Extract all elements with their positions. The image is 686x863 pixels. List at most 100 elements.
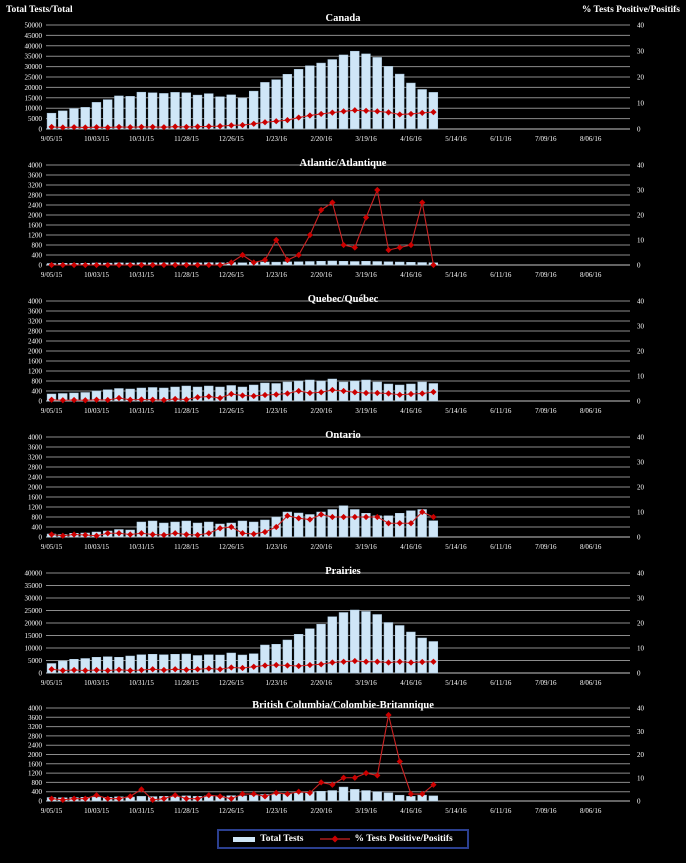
svg-text:3/19/16: 3/19/16 [355,543,377,551]
svg-text:1200: 1200 [28,504,43,512]
svg-text:1/23/16: 1/23/16 [266,407,288,415]
svg-text:3200: 3200 [28,723,43,731]
svg-text:8/06/16: 8/06/16 [580,807,602,815]
svg-text:1/23/16: 1/23/16 [266,271,288,279]
svg-text:4000: 4000 [28,298,43,306]
svg-text:7/09/16: 7/09/16 [535,271,557,279]
svg-text:5000: 5000 [28,115,43,123]
svg-text:0: 0 [39,126,43,134]
svg-text:0: 0 [39,398,43,406]
svg-text:45000: 45000 [25,32,43,40]
svg-text:30: 30 [637,323,645,331]
svg-text:10: 10 [637,237,645,245]
svg-text:1/23/16: 1/23/16 [266,135,288,143]
svg-text:0: 0 [39,534,43,542]
svg-text:35000: 35000 [25,53,43,61]
svg-text:1/23/16: 1/23/16 [266,543,288,551]
svg-text:1/23/16: 1/23/16 [266,679,288,687]
svg-text:10: 10 [637,509,645,517]
svg-text:5/14/16: 5/14/16 [445,543,467,551]
svg-text:3200: 3200 [28,318,43,326]
svg-text:10/31/15: 10/31/15 [129,807,154,815]
panel-atlantic: Atlantic/Atlantique 0 400 800 1200 1600 2000 2… [0,155,686,291]
svg-text:10: 10 [637,100,645,108]
panel-canada: Total Tests/Total % Tests Positive/Posit… [0,5,686,155]
svg-text:8/06/16: 8/06/16 [580,407,602,415]
svg-text:3/19/16: 3/19/16 [355,135,377,143]
svg-text:800: 800 [32,242,43,250]
svg-text:10/31/15: 10/31/15 [129,135,154,143]
svg-text:2800: 2800 [28,328,43,336]
svg-text:9/05/15: 9/05/15 [41,807,63,815]
svg-text:15000: 15000 [25,94,43,102]
svg-text:40000: 40000 [25,42,43,50]
svg-text:3/19/16: 3/19/16 [355,271,377,279]
svg-text:7/09/16: 7/09/16 [535,407,557,415]
svg-text:10/03/15: 10/03/15 [84,807,109,815]
svg-text:0: 0 [39,798,43,806]
svg-text:3600: 3600 [28,308,43,316]
svg-text:4/16/16: 4/16/16 [400,543,422,551]
svg-text:20: 20 [637,751,645,759]
svg-text:40: 40 [637,705,645,713]
prairies-chart: 0 5000 10000 15000 20000 25000 30000 35000 40000… [25,570,645,688]
svg-text:12/26/15: 12/26/15 [219,135,244,143]
svg-text:4/16/16: 4/16/16 [400,407,422,415]
svg-text:6/11/16: 6/11/16 [490,679,512,687]
svg-text:2400: 2400 [28,338,43,346]
svg-text:10/31/15: 10/31/15 [129,679,154,687]
svg-text:25000: 25000 [25,74,43,82]
svg-text:11/28/15: 11/28/15 [174,407,199,415]
svg-text:2000: 2000 [28,348,43,356]
svg-text:400: 400 [32,388,43,396]
svg-text:800: 800 [32,514,43,522]
svg-text:20: 20 [637,212,645,220]
svg-text:5/14/16: 5/14/16 [445,679,467,687]
svg-text:2/20/16: 2/20/16 [310,679,332,687]
svg-text:0: 0 [637,398,641,406]
legend: Total Tests % Tests Positive/Positifs [0,829,686,849]
svg-text:5/14/16: 5/14/16 [445,807,467,815]
svg-text:400: 400 [32,788,43,796]
svg-text:1200: 1200 [28,232,43,240]
legend-item-pct-positive: % Tests Positive/Positifs [319,834,453,844]
svg-text:4000: 4000 [28,705,43,713]
svg-text:50000: 50000 [25,22,43,30]
svg-text:30000: 30000 [25,63,43,71]
svg-text:10/31/15: 10/31/15 [129,271,154,279]
bar-swatch-icon [233,836,256,842]
svg-text:3600: 3600 [28,444,43,452]
svg-text:10/03/15: 10/03/15 [84,271,109,279]
line-diamond-swatch-icon [319,835,350,843]
svg-text:6/11/16: 6/11/16 [490,543,512,551]
svg-text:3/19/16: 3/19/16 [355,407,377,415]
svg-text:0: 0 [637,798,641,806]
svg-text:10000: 10000 [25,105,43,113]
svg-text:0: 0 [637,126,641,134]
svg-text:10/31/15: 10/31/15 [129,407,154,415]
svg-text:20: 20 [637,74,645,82]
svg-text:30: 30 [637,595,645,603]
svg-text:7/09/16: 7/09/16 [535,543,557,551]
svg-text:9/05/15: 9/05/15 [41,135,63,143]
svg-text:20: 20 [637,348,645,356]
svg-text:2000: 2000 [28,212,43,220]
svg-text:12/26/15: 12/26/15 [219,407,244,415]
svg-text:10: 10 [637,645,645,653]
svg-text:4/16/16: 4/16/16 [400,271,422,279]
svg-text:0: 0 [637,262,641,270]
svg-text:35000: 35000 [25,582,43,590]
svg-text:5/14/16: 5/14/16 [445,135,467,143]
svg-text:2400: 2400 [28,742,43,750]
svg-text:3200: 3200 [28,454,43,462]
svg-text:2/20/16: 2/20/16 [310,807,332,815]
svg-text:30: 30 [637,728,645,736]
svg-text:11/28/15: 11/28/15 [174,679,199,687]
svg-text:9/05/15: 9/05/15 [41,543,63,551]
svg-text:8/06/16: 8/06/16 [580,679,602,687]
svg-text:4/16/16: 4/16/16 [400,807,422,815]
svg-text:10/03/15: 10/03/15 [84,407,109,415]
svg-text:40: 40 [637,298,645,306]
svg-text:4/16/16: 4/16/16 [400,135,422,143]
